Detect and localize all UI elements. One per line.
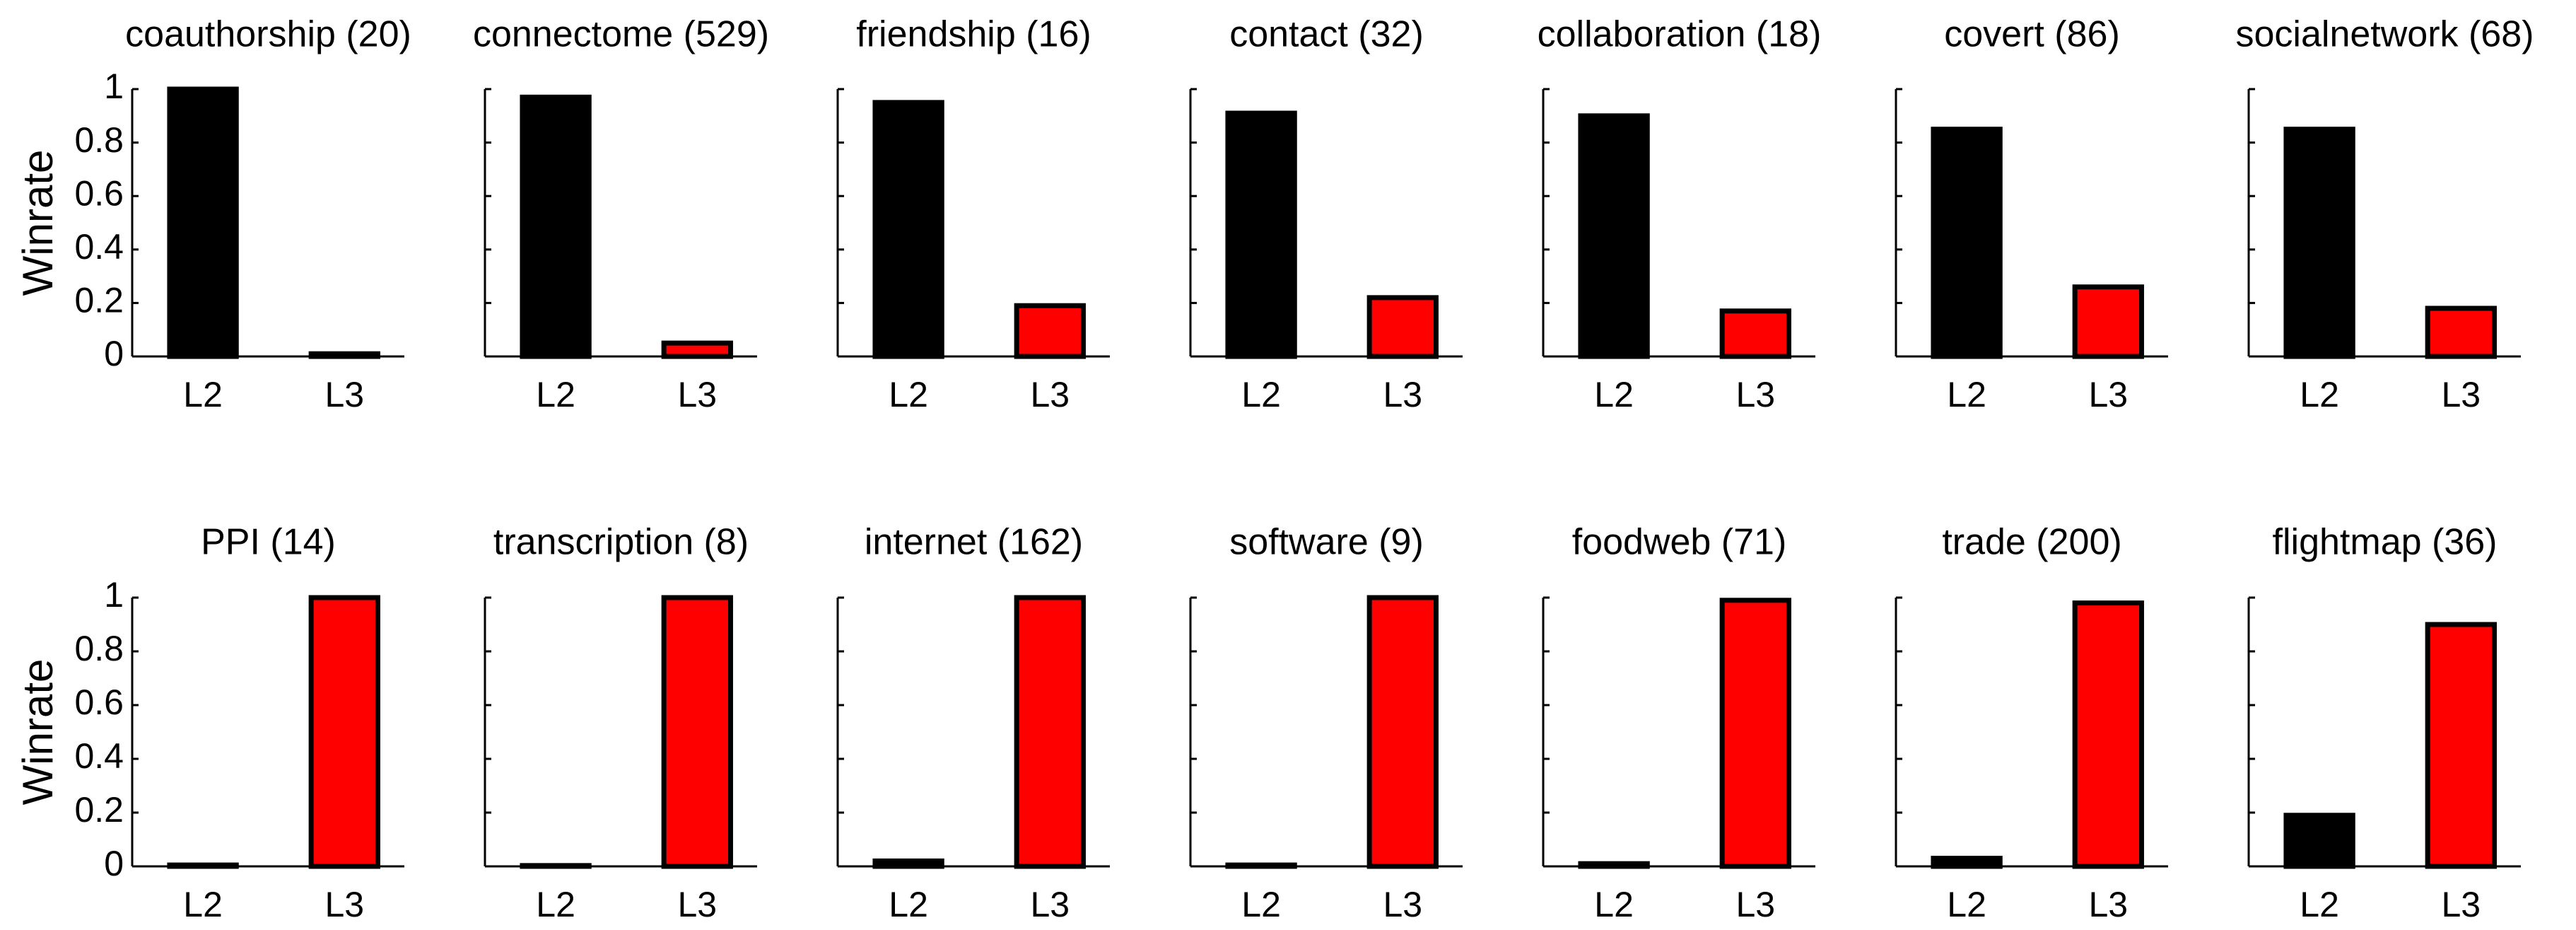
y-axis-label: Winrate — [14, 150, 62, 296]
x-tick-label: L2 — [1594, 375, 1634, 414]
panel: PPI (14) 0 0.2 0.4 0.6 0.8 1 Winrate L2 L3 — [14, 522, 404, 924]
bar — [1366, 595, 1439, 869]
panel: collaboration (18) L2 L3 — [1538, 14, 1822, 414]
y-tick-label: 1 — [104, 575, 124, 615]
x-tick-label: L2 — [1947, 885, 1986, 924]
y-tick-label: 0 — [104, 844, 124, 883]
bar — [2425, 306, 2497, 359]
chart-title: covert (86) — [1944, 14, 2120, 55]
bar — [167, 862, 239, 869]
x-tick-label: L3 — [1735, 885, 1775, 924]
x-tick-label: L3 — [1383, 885, 1422, 924]
x-tick-label: L3 — [324, 885, 364, 924]
bar — [1578, 861, 1650, 869]
panel: software (9) L2 L3 — [1189, 522, 1463, 924]
x-tick-label: L2 — [2300, 885, 2339, 924]
y-tick-label: 0.4 — [74, 227, 124, 267]
bar — [661, 340, 733, 359]
bar — [1014, 595, 1086, 869]
x-tick-label: L3 — [1735, 375, 1775, 414]
y-tick-label: 0.8 — [74, 120, 124, 160]
bar — [1931, 856, 2003, 869]
chart-title: trade (200) — [1942, 522, 2121, 563]
bar — [520, 94, 592, 359]
chart-title: collaboration (18) — [1538, 14, 1822, 55]
chart-title: PPI (14) — [201, 522, 336, 563]
bar — [1014, 303, 1086, 359]
x-tick-label: L3 — [2088, 885, 2128, 924]
panel: socialnetwork (68) L2 L3 — [2236, 14, 2534, 414]
bar — [2072, 284, 2144, 359]
y-tick-label: 0.4 — [74, 736, 124, 776]
x-tick-label: L3 — [1383, 375, 1422, 414]
panel: internet (162) L2 L3 — [836, 522, 1110, 924]
bar — [872, 858, 944, 869]
y-tick-label: 1 — [104, 66, 124, 106]
x-tick-label: L2 — [1241, 375, 1281, 414]
panel: coauthorship (20) 0 0.2 0.4 0.6 0.8 1 Winrate L2… — [14, 14, 411, 414]
chart-title: friendship (16) — [856, 14, 1091, 55]
y-tick-label: 0.2 — [74, 790, 124, 830]
x-tick-label: L2 — [536, 885, 575, 924]
y-tick-label: 0.6 — [74, 173, 124, 213]
y-tick-label: 0.6 — [74, 682, 124, 722]
x-tick-label: L3 — [324, 375, 364, 414]
x-tick-label: L2 — [183, 375, 223, 414]
bar — [1931, 127, 2003, 359]
chart-title: contact (32) — [1229, 14, 1424, 55]
chart-title: flightmap (36) — [2273, 522, 2498, 563]
chart-title: coauthorship (20) — [125, 14, 411, 55]
bar — [1578, 113, 1650, 359]
x-tick-label: L3 — [2441, 375, 2481, 414]
x-tick-label: L2 — [1241, 885, 1281, 924]
panel: transcription (8) L2 L3 — [484, 522, 757, 924]
x-tick-label: L3 — [2441, 885, 2481, 924]
panel: covert (86) L2 L3 — [1895, 14, 2168, 414]
chart-title: software (9) — [1229, 522, 1424, 563]
x-tick-label: L3 — [1030, 375, 1070, 414]
x-tick-label: L2 — [889, 885, 928, 924]
bar — [2072, 600, 2144, 869]
bar — [1366, 295, 1439, 359]
panel: contact (32) L2 L3 — [1189, 14, 1463, 414]
chart-title: internet (162) — [865, 522, 1083, 563]
y-axis-label: Winrate — [14, 659, 62, 806]
x-tick-label: L3 — [677, 885, 717, 924]
x-tick-label: L3 — [2088, 375, 2128, 414]
bar — [308, 351, 380, 359]
panel: connectome (529) L2 L3 — [473, 14, 769, 414]
x-tick-label: L2 — [536, 375, 575, 414]
chart-title: transcription (8) — [493, 522, 749, 563]
bar — [872, 100, 944, 359]
bar — [1225, 862, 1297, 869]
chart-title: connectome (529) — [473, 14, 769, 55]
y-tick-label: 0.8 — [74, 629, 124, 668]
bar — [1719, 598, 1791, 869]
panel: trade (200) L2 L3 — [1895, 522, 2168, 924]
panel: friendship (16) L2 L3 — [836, 14, 1110, 414]
x-tick-label: L2 — [1594, 885, 1634, 924]
x-tick-label: L3 — [1030, 885, 1070, 924]
bar — [2425, 622, 2497, 869]
y-tick-label: 0 — [104, 334, 124, 373]
x-tick-label: L2 — [889, 375, 928, 414]
bar — [2283, 127, 2355, 359]
bar — [1225, 110, 1297, 359]
x-tick-label: L2 — [2300, 375, 2339, 414]
bar — [2283, 813, 2355, 869]
panel: foodweb (71) L2 L3 — [1542, 522, 1815, 924]
panel: flightmap (36) L2 L3 — [2247, 522, 2521, 924]
x-tick-label: L2 — [183, 885, 223, 924]
chart-title: foodweb (71) — [1572, 522, 1787, 563]
bar — [661, 595, 733, 869]
x-tick-label: L2 — [1947, 375, 1986, 414]
bar — [308, 595, 380, 869]
bar — [167, 86, 239, 359]
chart-title: socialnetwork (68) — [2236, 14, 2534, 55]
y-tick-label: 0.2 — [74, 281, 124, 320]
bar — [1719, 308, 1791, 359]
x-tick-label: L3 — [677, 375, 717, 414]
